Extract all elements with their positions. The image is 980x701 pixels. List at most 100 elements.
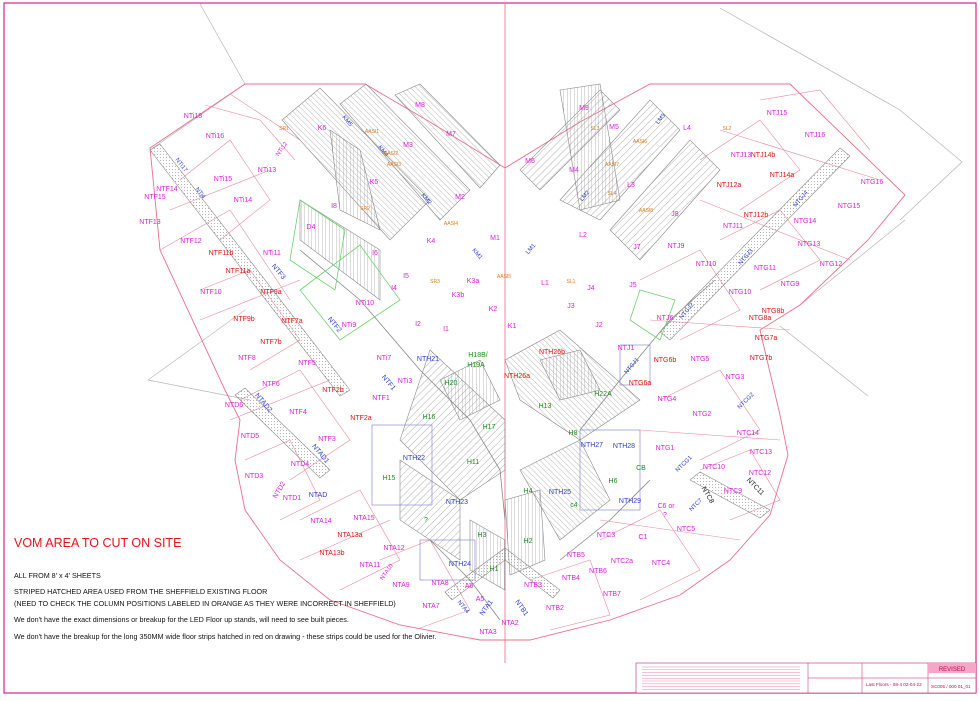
- piece-label: NTJ11: [723, 223, 743, 230]
- piece-label: KM1: [471, 248, 484, 262]
- hatched-upper-left: [281, 83, 501, 301]
- piece-label: ?: [424, 517, 428, 524]
- piece-label: H19A: [467, 362, 485, 369]
- piece-label: AASI8: [639, 208, 653, 214]
- piece-label: NTGJ1: [624, 357, 641, 376]
- piece-label: I6: [372, 250, 378, 257]
- piece-label: M5: [609, 124, 619, 131]
- piece-label: J2: [595, 322, 603, 329]
- piece-label: I8: [331, 203, 337, 210]
- piece-label: NTC2a: [611, 558, 633, 565]
- piece-label: NTD1: [283, 495, 301, 502]
- piece-label: NTG5: [691, 356, 710, 363]
- piece-label: H4: [524, 488, 533, 495]
- piece-label: NTG7b: [750, 355, 773, 362]
- piece-label: SL1: [567, 279, 576, 285]
- piece-label: M7: [446, 131, 456, 138]
- piece-label: NTF2a: [350, 415, 372, 422]
- piece-label: NTA14: [310, 518, 331, 525]
- piece-label: J7: [633, 244, 641, 251]
- piece-label: C1: [639, 534, 648, 541]
- piece-label: NTA12: [383, 545, 404, 552]
- piece-label: NTi7: [377, 355, 392, 362]
- piece-label: NTH22: [403, 455, 425, 462]
- piece-label: NTG6a: [629, 380, 652, 387]
- piece-label: K2: [489, 306, 498, 313]
- piece-label: NTD5: [241, 433, 259, 440]
- title-block-text-1: Last Floors - 08-4 02-04-22: [866, 682, 922, 687]
- piece-label: NTA9: [392, 582, 409, 589]
- piece-label: NTi15: [214, 176, 233, 183]
- piece-label: NTB2: [546, 605, 564, 612]
- piece-label: M2: [455, 194, 465, 201]
- piece-label: NTG1: [656, 445, 675, 452]
- piece-label: SL4: [608, 191, 617, 197]
- piece-label: NTG13: [798, 241, 821, 248]
- piece-label: LM1: [525, 242, 538, 255]
- piece-label: NTJ14b: [751, 152, 776, 159]
- piece-label: H1: [490, 566, 499, 573]
- piece-label: A5: [476, 596, 485, 603]
- note-line-1: ALL FROM 8' x 4' SHEETS: [14, 571, 101, 580]
- piece-label: NTD3: [245, 473, 263, 480]
- piece-label: K4: [427, 238, 436, 245]
- note-line-2: STRIPED HATCHED AREA USED FROM THE SHEFF…: [14, 587, 268, 597]
- piece-label: M3: [403, 142, 413, 149]
- piece-label: SR2: [360, 206, 370, 212]
- hatched-upper-right: [519, 83, 721, 261]
- piece-label: NTJ6: [657, 315, 674, 322]
- piece-label: SL3: [591, 126, 600, 132]
- piece-label: NTG7a: [755, 335, 778, 342]
- piece-label: J4: [587, 285, 595, 292]
- hatched-centre: [399, 329, 641, 591]
- piece-label: H22A: [594, 391, 612, 398]
- piece-label: H16: [423, 414, 436, 421]
- piece-label: I1: [443, 326, 449, 333]
- piece-label: NTAD: [309, 492, 328, 499]
- piece-label: K3b: [452, 292, 465, 299]
- piece-label: NTF10: [200, 289, 222, 296]
- piece-label: NTJ10: [696, 261, 717, 268]
- piece-label: NTF2b: [322, 387, 344, 394]
- piece-label: NTF9a: [260, 289, 282, 296]
- piece-label: AASI4: [444, 221, 458, 227]
- dotted-strips: [149, 143, 851, 601]
- piece-label: H3: [478, 532, 487, 539]
- piece-label: NTB5: [567, 552, 585, 559]
- piece-label: NTF3: [318, 436, 336, 443]
- title-block: REVISED Last Floors - 08-4 02-04-22 SC00…: [635, 662, 977, 694]
- piece-label: NTJ15: [767, 110, 788, 117]
- piece-label: NTC13: [750, 449, 772, 456]
- piece-label: NTA8: [431, 580, 448, 587]
- piece-label: NTF12: [180, 238, 202, 245]
- piece-label: NTG3: [726, 374, 745, 381]
- piece-label: AASI1: [365, 129, 379, 135]
- piece-label: NTCG2: [737, 392, 756, 411]
- piece-label: NTG14: [794, 218, 817, 225]
- note-line-4: We don't have the exact dimensions or br…: [14, 615, 349, 625]
- piece-label: AASI7: [605, 162, 619, 168]
- piece-label: NTF7b: [260, 339, 282, 346]
- led-upstands: [289, 199, 676, 341]
- piece-label: NTJ16: [805, 132, 826, 139]
- piece-label: SR1: [279, 126, 289, 132]
- piece-label: NTA13b: [319, 550, 344, 557]
- piece-label: M8: [415, 102, 425, 109]
- piece-label: H11: [467, 459, 479, 466]
- piece-label: NTC14: [737, 430, 759, 437]
- piece-label: NTB4: [562, 575, 580, 582]
- piece-label: H6: [609, 478, 618, 485]
- piece-label: NTi11: [263, 250, 281, 257]
- piece-label: I4: [391, 285, 397, 292]
- piece-label: NTA15: [353, 515, 374, 522]
- piece-label: NTH21: [417, 356, 439, 363]
- piece-label: NTG8b: [762, 308, 785, 315]
- piece-label: NTF1: [372, 395, 390, 402]
- piece-label: CB: [636, 465, 646, 472]
- piece-label: L4: [683, 125, 691, 132]
- piece-label: NTC11: [745, 477, 765, 497]
- piece-label: H18B/: [468, 352, 488, 359]
- piece-label: K5: [370, 179, 379, 186]
- piece-label: NTG4: [658, 396, 677, 403]
